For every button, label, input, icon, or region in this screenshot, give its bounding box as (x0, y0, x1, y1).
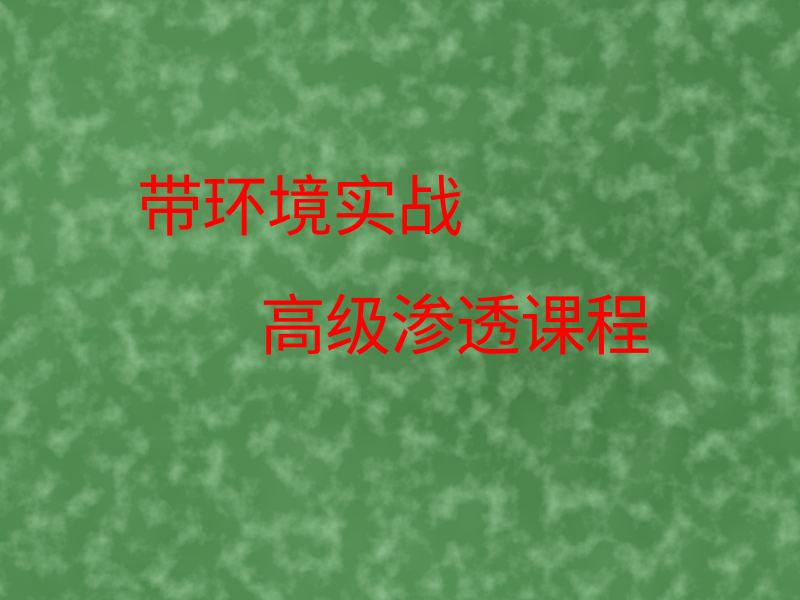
slide-title-line-1: 带环境实战 (137, 169, 463, 246)
slide-title-line-2: 高级渗透课程 (260, 288, 651, 365)
